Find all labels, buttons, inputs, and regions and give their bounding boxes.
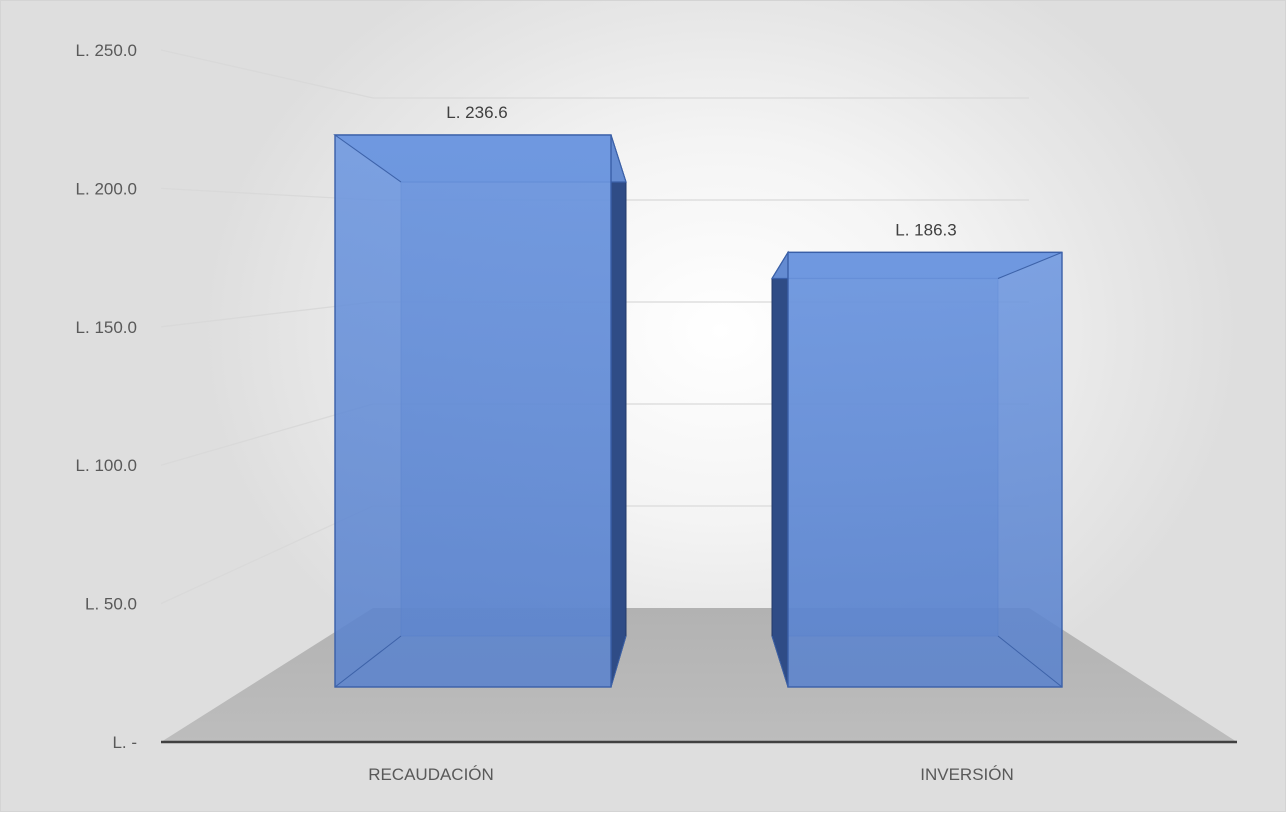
- bar-edge: [334, 635, 402, 688]
- x-category-label: RECAUDACIÓN: [368, 765, 494, 784]
- bar: [770, 250, 1063, 688]
- y-tick-label: L. 150.0: [76, 318, 137, 337]
- labels: L. - L. 50.0 L. 100.0 L. 150.0 L. 200.0 L. 25…: [76, 41, 1014, 784]
- x-category-label: INVERSIÓN: [920, 765, 1014, 784]
- bar-edge: [610, 134, 627, 183]
- data-label: L. 236.6: [446, 103, 507, 122]
- bar-front-face: [787, 251, 1063, 688]
- bar-edge: [997, 635, 1063, 688]
- data-label: L. 186.3: [895, 220, 956, 239]
- y-tick-label: L. 50.0: [85, 595, 137, 614]
- y-tick-label: L. 200.0: [76, 179, 137, 198]
- bar: [333, 134, 627, 688]
- bar-front-face: [334, 134, 612, 688]
- bars: [333, 134, 1063, 688]
- bar-side-face: [610, 134, 627, 688]
- bar-edge: [997, 251, 1063, 279]
- bar-edge: [610, 635, 627, 688]
- chart-floor: [161, 608, 1237, 744]
- floor-plane: [161, 608, 1237, 742]
- gridline-side: [160, 49, 374, 99]
- y-tick-label: L. 250.0: [76, 41, 137, 60]
- bar-edge: [771, 635, 789, 688]
- y-tick-label: L. -: [112, 733, 137, 752]
- bar-side-face: [771, 250, 789, 688]
- bar-edge: [334, 134, 402, 183]
- bar-edge: [771, 252, 789, 279]
- y-tick-label: L. 100.0: [76, 456, 137, 475]
